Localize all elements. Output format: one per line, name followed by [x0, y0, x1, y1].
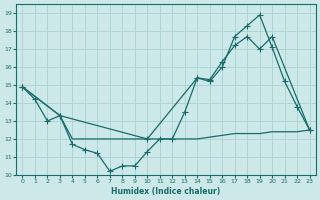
- X-axis label: Humidex (Indice chaleur): Humidex (Indice chaleur): [111, 187, 221, 196]
